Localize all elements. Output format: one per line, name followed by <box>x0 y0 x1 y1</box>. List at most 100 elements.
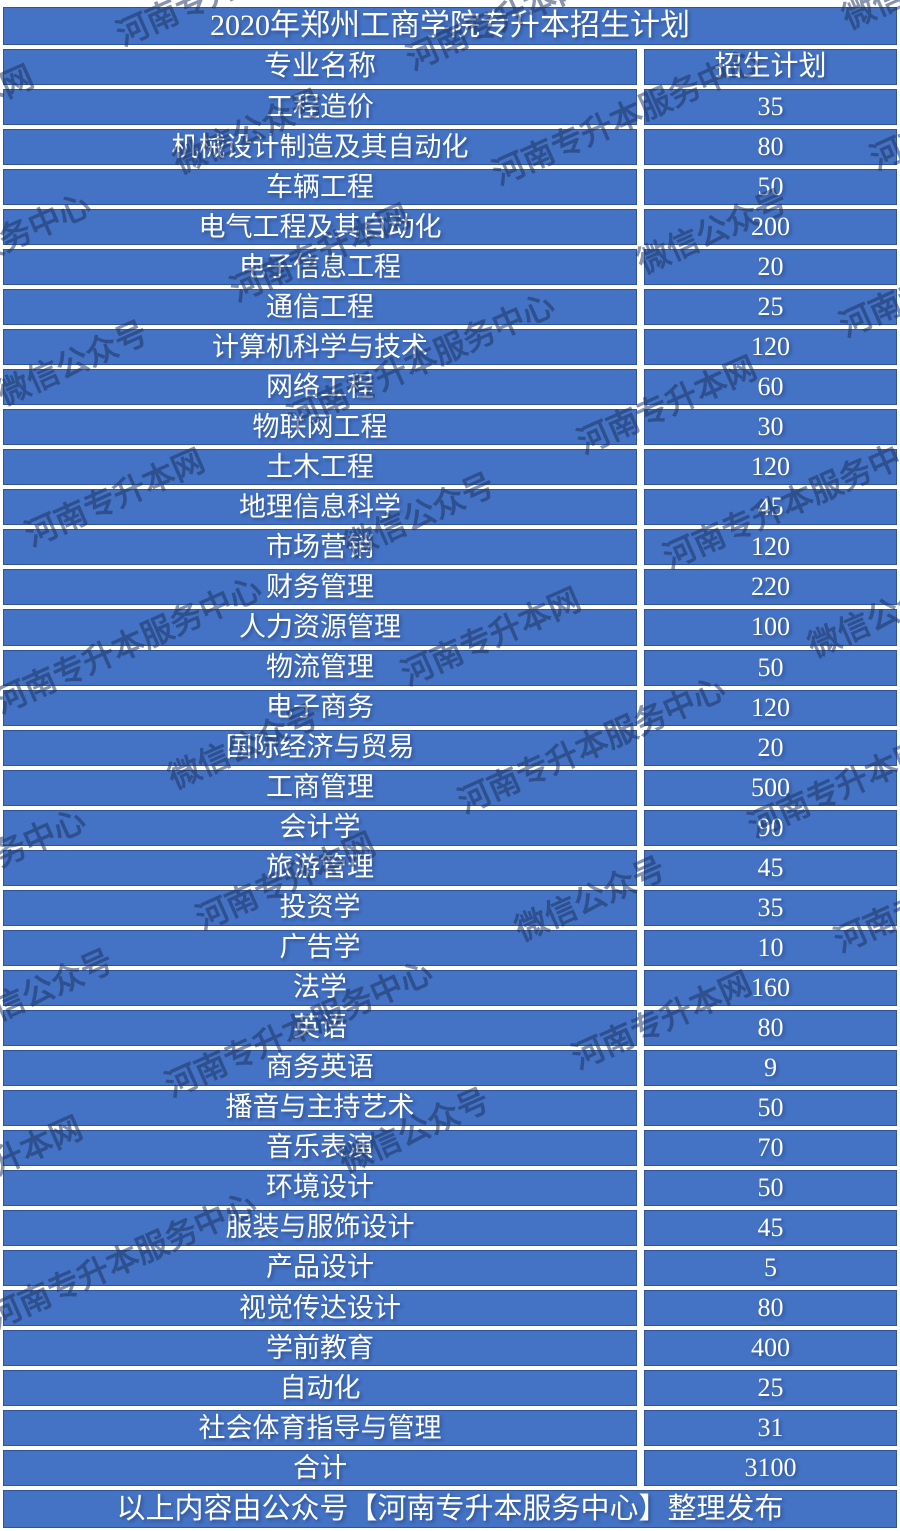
major-name: 车辆工程 <box>266 171 374 202</box>
table-row: 会计学 90 <box>3 809 897 846</box>
plan-count-cell: 50 <box>644 1169 897 1206</box>
major-name-cell: 土木工程 <box>3 449 637 486</box>
table-row: 电子商务 120 <box>3 689 897 726</box>
table-row: 工程造价 35 <box>3 89 897 126</box>
table-row: 财务管理 220 <box>3 569 897 606</box>
plan-count: 20 <box>757 732 784 762</box>
major-name-cell: 计算机科学与技术 <box>3 329 637 366</box>
table-header-row: 专业名称 招生计划 <box>3 49 897 86</box>
major-name-cell: 投资学 <box>3 889 637 926</box>
major-name: 财务管理 <box>266 571 374 602</box>
major-name: 播音与主持艺术 <box>225 1092 415 1123</box>
plan-count-cell: 220 <box>644 569 897 606</box>
major-name-cell: 网络工程 <box>3 369 637 406</box>
plan-count-cell: 20 <box>644 729 897 766</box>
major-name: 服装与服饰设计 <box>225 1212 415 1243</box>
table-row: 学前教育 400 <box>3 1330 897 1367</box>
table-row: 广告学 10 <box>3 929 897 966</box>
plan-count: 160 <box>751 972 790 1002</box>
plan-count: 90 <box>757 812 784 842</box>
major-name: 商务英语 <box>266 1052 374 1083</box>
plan-count: 35 <box>757 92 784 122</box>
major-name-cell: 旅游管理 <box>3 849 637 886</box>
major-name-cell: 市场营销 <box>3 529 637 566</box>
plan-count: 30 <box>757 412 784 442</box>
table-footer-row: 以上内容由公众号【河南专升本服务中心】整理发布 <box>3 1490 897 1529</box>
total-value: 3100 <box>744 1453 797 1483</box>
major-name-cell: 音乐表演 <box>3 1129 637 1166</box>
major-name: 广告学 <box>279 932 361 963</box>
major-name-cell: 机械设计制造及其自动化 <box>3 129 637 166</box>
plan-count-cell: 70 <box>644 1129 897 1166</box>
plan-count-cell: 50 <box>644 169 897 206</box>
major-name: 工商管理 <box>266 772 374 803</box>
table-row: 法学 160 <box>3 969 897 1006</box>
major-name-cell: 产品设计 <box>3 1249 637 1286</box>
plan-count-cell: 25 <box>644 289 897 326</box>
major-name: 投资学 <box>279 892 361 923</box>
table-title-row: 2020年郑州工商学院专升本招生计划 <box>3 7 897 46</box>
plan-count: 50 <box>757 1092 784 1122</box>
table-row: 自动化 25 <box>3 1370 897 1407</box>
plan-count: 10 <box>757 932 784 962</box>
major-name: 英语 <box>293 1012 347 1043</box>
plan-count-cell: 160 <box>644 969 897 1006</box>
plan-count-cell: 500 <box>644 769 897 806</box>
major-name: 社会体育指导与管理 <box>198 1412 442 1443</box>
plan-count: 220 <box>751 572 790 602</box>
table-row: 商务英语 9 <box>3 1049 897 1086</box>
table-row: 网络工程 60 <box>3 369 897 406</box>
table-row: 音乐表演 70 <box>3 1129 897 1166</box>
major-name-cell: 车辆工程 <box>3 169 637 206</box>
plan-count: 25 <box>757 1373 784 1403</box>
plan-count-cell: 120 <box>644 529 897 566</box>
table-title: 2020年郑州工商学院专升本招生计划 <box>210 9 690 43</box>
major-name-cell: 财务管理 <box>3 569 637 606</box>
table-row: 土木工程 120 <box>3 449 897 486</box>
plan-count-cell: 50 <box>644 649 897 686</box>
plan-count: 120 <box>751 692 790 722</box>
plan-count: 31 <box>757 1413 784 1443</box>
major-name-cell: 物流管理 <box>3 649 637 686</box>
major-name: 环境设计 <box>266 1172 374 1203</box>
major-name: 自动化 <box>279 1372 361 1403</box>
table-row: 电气工程及其自动化 200 <box>3 209 897 246</box>
plan-count-cell: 20 <box>644 249 897 286</box>
major-name: 产品设计 <box>266 1252 374 1283</box>
plan-count: 25 <box>757 292 784 322</box>
table-row: 国际经济与贸易 20 <box>3 729 897 766</box>
total-label-cell: 合计 <box>3 1450 637 1487</box>
plan-count: 9 <box>764 1052 777 1082</box>
table-row: 机械设计制造及其自动化 80 <box>3 129 897 166</box>
plan-count: 80 <box>757 1293 784 1323</box>
major-name: 土木工程 <box>266 451 374 482</box>
plan-count-cell: 60 <box>644 369 897 406</box>
table-row: 物流管理 50 <box>3 649 897 686</box>
major-name: 电子商务 <box>266 692 374 723</box>
total-label: 合计 <box>293 1452 347 1483</box>
plan-count: 50 <box>757 172 784 202</box>
table-row: 车辆工程 50 <box>3 169 897 206</box>
table-row: 市场营销 120 <box>3 529 897 566</box>
major-name-cell: 播音与主持艺术 <box>3 1089 637 1126</box>
table-row: 产品设计 5 <box>3 1249 897 1286</box>
table-total-row: 合计 3100 <box>3 1450 897 1487</box>
plan-count: 400 <box>751 1333 790 1363</box>
table-row: 物联网工程 30 <box>3 409 897 446</box>
table-row: 社会体育指导与管理 31 <box>3 1410 897 1447</box>
major-name: 地理信息科学 <box>239 491 401 522</box>
major-name-cell: 地理信息科学 <box>3 489 637 526</box>
total-value-cell: 3100 <box>644 1450 897 1487</box>
table-row: 电子信息工程 20 <box>3 249 897 286</box>
plan-count: 20 <box>757 252 784 282</box>
plan-count-cell: 400 <box>644 1330 897 1367</box>
major-name-cell: 商务英语 <box>3 1049 637 1086</box>
major-name-cell: 英语 <box>3 1009 637 1046</box>
major-name-cell: 工程造价 <box>3 89 637 126</box>
major-name: 旅游管理 <box>266 852 374 883</box>
plan-count-cell: 10 <box>644 929 897 966</box>
major-name-cell: 通信工程 <box>3 289 637 326</box>
plan-count-cell: 35 <box>644 889 897 926</box>
plan-count-cell: 30 <box>644 409 897 446</box>
